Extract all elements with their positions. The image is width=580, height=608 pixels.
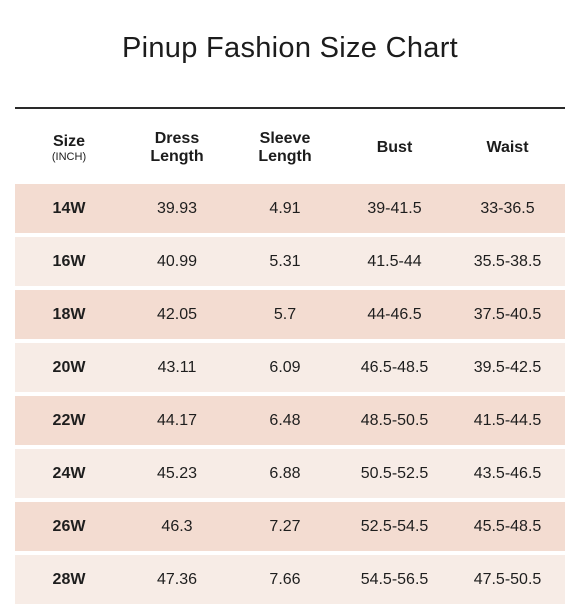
header-sleeve-length-line2: Length: [258, 148, 312, 165]
cell-dress-length: 43.11: [157, 358, 197, 376]
header-bust: Bust: [339, 139, 450, 157]
table-row: 26W 46.3 7.27 52.5-54.5 45.5-48.5: [15, 502, 565, 551]
cell-size: 14W: [52, 199, 86, 217]
page-title: Pinup Fashion Size Chart: [121, 32, 459, 64]
header-dress-length-line1: Dress: [154, 130, 200, 147]
header-dress-length: Dress Length: [123, 130, 231, 166]
cell-waist: 35.5-38.5: [473, 252, 542, 270]
cell-size: 22W: [52, 411, 86, 429]
title-divider: [15, 107, 565, 109]
cell-size: 24W: [52, 464, 86, 482]
table-header-row: Size (INCH) Dress Length Sleeve Length B…: [15, 112, 565, 184]
cell-bust: 39-41.5: [367, 199, 422, 217]
cell-bust: 50.5-52.5: [360, 464, 429, 482]
cell-sleeve-length: 5.31: [269, 252, 301, 270]
cell-sleeve-length: 7.27: [269, 517, 301, 535]
table-row: 22W 44.17 6.48 48.5-50.5 41.5-44.5: [15, 396, 565, 445]
header-waist-label: Waist: [486, 139, 529, 156]
cell-bust: 44-46.5: [367, 305, 422, 323]
cell-waist: 45.5-48.5: [473, 517, 542, 535]
cell-dress-length: 40.99: [156, 252, 198, 270]
cell-bust: 48.5-50.5: [360, 411, 429, 429]
cell-dress-length: 44.17: [156, 411, 198, 429]
cell-size: 26W: [52, 517, 86, 535]
cell-sleeve-length: 5.7: [273, 305, 297, 323]
header-dress-length-line2: Length: [150, 148, 204, 165]
cell-dress-length: 42.05: [156, 305, 198, 323]
cell-bust: 52.5-54.5: [360, 517, 429, 535]
cell-size: 20W: [52, 358, 86, 376]
header-size-label: Size: [52, 132, 85, 150]
table-body: 14W 39.93 4.91 39-41.5 33-36.5 16W 40.99…: [15, 184, 565, 604]
cell-bust: 46.5-48.5: [360, 358, 429, 376]
header-bust-label: Bust: [376, 139, 413, 156]
cell-sleeve-length: 6.09: [269, 358, 301, 376]
header-sleeve-length: Sleeve Length: [231, 130, 339, 166]
cell-waist: 43.5-46.5: [473, 464, 542, 482]
cell-size: 16W: [52, 252, 86, 270]
cell-bust: 41.5-44: [367, 252, 422, 270]
cell-waist: 37.5-40.5: [473, 305, 542, 323]
size-chart-table: Size (INCH) Dress Length Sleeve Length B…: [15, 112, 565, 608]
cell-waist: 33-36.5: [480, 199, 535, 217]
cell-size: 18W: [52, 305, 86, 323]
cell-dress-length: 45.23: [156, 464, 198, 482]
cell-sleeve-length: 4.91: [269, 199, 301, 217]
header-size: Size (INCH): [15, 133, 123, 164]
header-waist: Waist: [450, 139, 565, 157]
header-sleeve-length-line1: Sleeve: [259, 130, 311, 147]
table-row: 20W 43.11 6.09 46.5-48.5 39.5-42.5: [15, 343, 565, 392]
header-size-unit: (INCH): [51, 150, 87, 163]
cell-dress-length: 39.93: [156, 199, 198, 217]
cell-sleeve-length: 6.48: [269, 411, 301, 429]
cell-waist: 41.5-44.5: [473, 411, 542, 429]
cell-waist: 39.5-42.5: [473, 358, 542, 376]
cell-sleeve-length: 6.88: [269, 464, 301, 482]
table-row: 14W 39.93 4.91 39-41.5 33-36.5: [15, 184, 565, 233]
table-row: 18W 42.05 5.7 44-46.5 37.5-40.5: [15, 290, 565, 339]
table-row: 16W 40.99 5.31 41.5-44 35.5-38.5: [15, 237, 565, 286]
table-row: 24W 45.23 6.88 50.5-52.5 43.5-46.5: [15, 449, 565, 498]
cell-dress-length: 46.3: [161, 517, 193, 535]
